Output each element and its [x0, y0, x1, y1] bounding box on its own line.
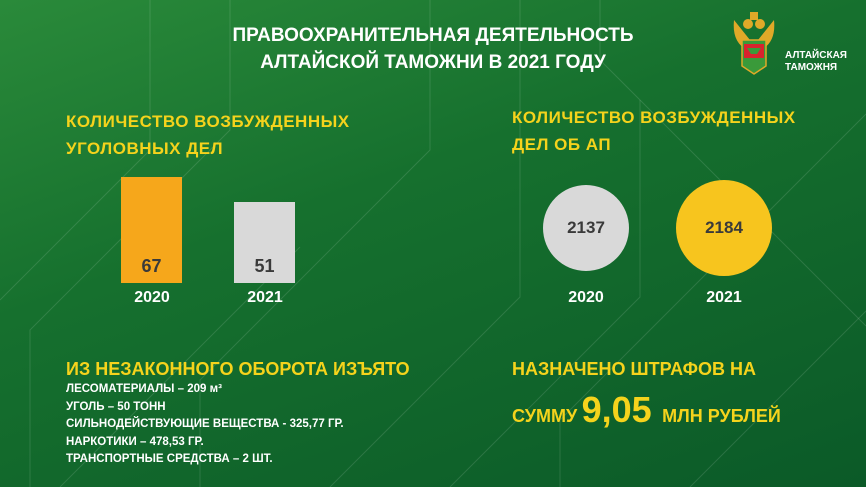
page-title: ПРАВООХРАНИТЕЛЬНАЯ ДЕЯТЕЛЬНОСТЬ АЛТАЙСКО… [0, 22, 866, 76]
bar-category-label: 2020 [134, 289, 170, 306]
circle-category-label: 2021 [706, 289, 742, 306]
criminal-cases-heading: КОЛИЧЕСТВО ВОЗБУЖДЕННЫХ УГОЛОВНЫХ ДЕЛ [66, 108, 350, 162]
fines-heading: НАЗНАЧЕНО ШТРАФОВ НА [512, 359, 756, 379]
seized-item: СИЛЬНОДЕЙСТВУЮЩИЕ ВЕЩЕСТВА - 325,77 ГР. [66, 418, 344, 430]
seized-heading: ИЗ НЕЗАКОННОГО ОБОРОТА ИЗЪЯТО [66, 359, 410, 379]
circle-value-label: 2184 [705, 218, 743, 237]
circle-2021: 2184 [676, 180, 772, 276]
circle-category-label: 2020 [568, 289, 604, 306]
fines-suffix: МЛН РУБЛЕЙ [662, 406, 781, 426]
heading-line-1: КОЛИЧЕСТВО ВОЗБУЖДЕННЫХ [66, 112, 350, 131]
heading-line-2: УГОЛОВНЫХ ДЕЛ [66, 139, 224, 158]
bar-value-label: 67 [141, 256, 162, 276]
seized-item: ТРАНСПОРТНЫЕ СРЕДСТВА – 2 ШТ. [66, 453, 273, 465]
title-line-2: АЛТАЙСКОЙ ТАМОЖНИ В 2021 ГОДУ [260, 52, 606, 73]
fines-section: НАЗНАЧЕНО ШТРАФОВ НА СУММУ 9,05 МЛН РУБЛ… [512, 357, 781, 431]
fines-prefix: СУММУ [512, 406, 578, 426]
admin-cases-heading: КОЛИЧЕСТВО ВОЗБУЖДЕННЫХ ДЕЛ ОБ АП [512, 104, 796, 158]
heading-line-2: ДЕЛ ОБ АП [512, 135, 612, 154]
logo-text-line-1: АЛТАЙСКАЯ [785, 50, 847, 61]
bar-2021: 51 [234, 202, 295, 283]
seized-item: УГОЛЬ – 50 ТОНН [66, 400, 166, 413]
seized-list: ЛЕСОМАТЕРИАЛЫ – 209 м³ УГОЛЬ – 50 ТОНН СИЛ… [66, 381, 410, 469]
logo: АЛТАЙСКАЯ ТАМОЖНЯ [730, 10, 847, 81]
bar-2020: 67 [121, 177, 182, 283]
logo-text-line-2: ТАМОЖНЯ [785, 62, 838, 73]
seized-section: ИЗ НЕЗАКОННОГО ОБОРОТА ИЗЪЯТО ЛЕСОМАТЕРИ… [66, 357, 410, 469]
fines-amount: 9,05 [581, 389, 652, 430]
circle-value-label: 2137 [567, 218, 605, 237]
coat-of-arms-icon [733, 12, 775, 75]
seized-item: НАРКОТИКИ – 478,53 ГР. [66, 435, 204, 448]
heading-line-1: КОЛИЧЕСТВО ВОЗБУЖДЕННЫХ [512, 108, 796, 127]
circle-2020: 2137 [543, 185, 629, 271]
bar-value-label: 51 [254, 255, 275, 276]
title-line-1: ПРАВООХРАНИТЕЛЬНАЯ ДЕЯТЕЛЬНОСТЬ [232, 25, 634, 46]
seized-item: ЛЕСОМАТЕРИАЛЫ – 209 м³ [66, 383, 222, 395]
bar-category-label: 2021 [247, 289, 283, 306]
